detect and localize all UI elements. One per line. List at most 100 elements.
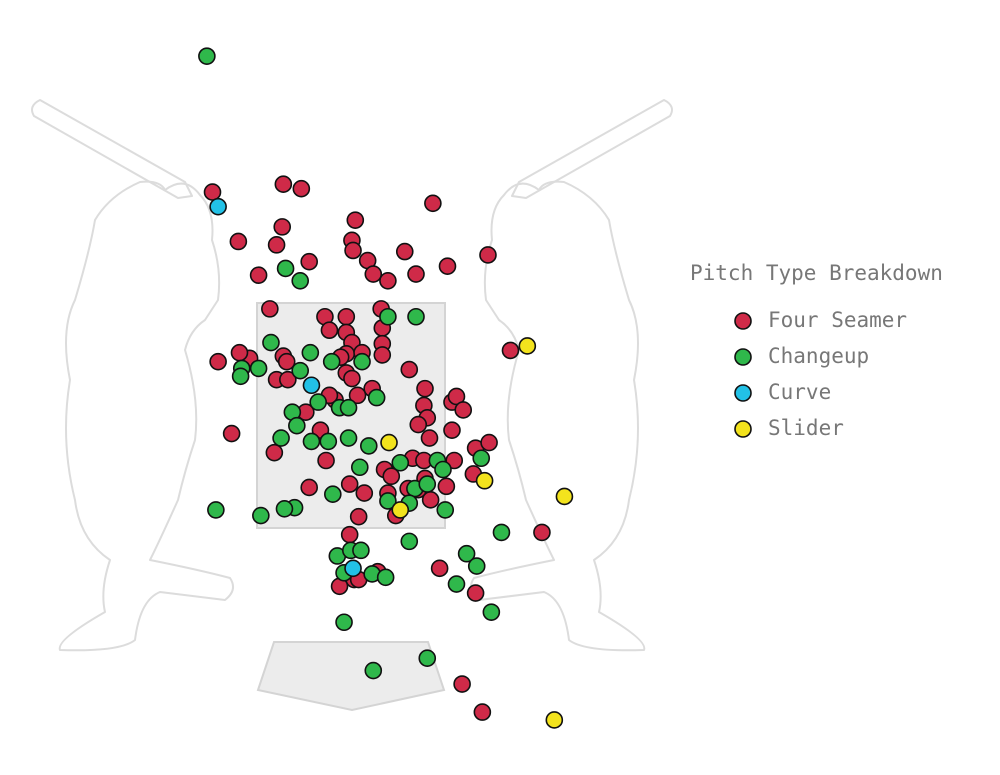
- pitch-point: [198, 47, 216, 65]
- pitch-point: [292, 179, 311, 198]
- pitch-point: [457, 544, 476, 563]
- pitch-point: [418, 649, 437, 667]
- pitch-point: [416, 379, 434, 398]
- pitch-point: [437, 477, 456, 496]
- pitch-point: [275, 500, 294, 518]
- pitch-point: [349, 507, 368, 526]
- pitch-point: [317, 451, 335, 470]
- pitch-point: [276, 259, 295, 278]
- pitch-point: [501, 341, 520, 360]
- pitch-point: [391, 501, 410, 519]
- pitch-point: [400, 532, 419, 551]
- pitch-point: [436, 501, 455, 519]
- pitch-point: [418, 475, 437, 493]
- pitch-point: [301, 343, 320, 362]
- pitch-point: [395, 242, 414, 261]
- pitch-point: [249, 266, 268, 284]
- pitch-point: [453, 675, 471, 693]
- pitch-point: [277, 352, 296, 371]
- pitch-point: [434, 460, 452, 479]
- pitch-point: [480, 433, 498, 452]
- pitch-point: [518, 337, 537, 355]
- pitch-point: [337, 307, 356, 326]
- pitch-point: [545, 711, 564, 729]
- right-batter: [469, 99, 673, 652]
- pitch-point: [391, 453, 410, 472]
- pitch-point: [409, 415, 428, 434]
- pitch-point: [322, 352, 341, 371]
- pitch-point: [265, 443, 284, 462]
- pitch-point: [373, 346, 392, 364]
- pitch-point: [207, 501, 225, 519]
- pitch-point: [344, 241, 362, 260]
- pitch-point: [249, 359, 268, 378]
- pitch-point: [379, 492, 397, 510]
- pitch-point: [353, 352, 371, 371]
- pitch-point: [291, 271, 310, 290]
- pitch-point: [252, 506, 270, 525]
- pitch-point: [346, 211, 365, 229]
- pitch-point: [376, 568, 395, 587]
- pitch-point: [355, 484, 374, 502]
- pitch-point: [274, 175, 293, 194]
- pitch-point: [479, 246, 497, 264]
- pitch-point: [302, 432, 321, 451]
- legend-marker: [734, 348, 752, 366]
- pitch-point: [475, 471, 494, 490]
- left-batter: [31, 99, 235, 652]
- legend-marker: [734, 420, 752, 438]
- pitch-point: [335, 613, 353, 632]
- pitch-point: [230, 343, 249, 362]
- pitch-point: [380, 433, 398, 452]
- pitch-point: [300, 252, 318, 271]
- legend-title: Pitch Type Breakdown: [690, 261, 943, 285]
- pitch-point: [379, 271, 397, 290]
- pitch-point: [319, 432, 338, 451]
- pitch-point: [231, 367, 250, 386]
- pitch-point: [339, 398, 358, 417]
- pitch-point: [533, 523, 551, 542]
- pitch-point: [359, 437, 378, 455]
- pitch-point: [262, 333, 280, 352]
- pitch-point: [273, 218, 292, 236]
- pitch-point: [379, 307, 397, 326]
- pitch-point: [443, 421, 461, 439]
- pitch-point: [352, 541, 370, 560]
- home-plate: [256, 641, 446, 712]
- legend-label: Four Seamer: [768, 308, 907, 332]
- legend-label: Slider: [768, 416, 844, 440]
- pitch-point: [267, 236, 286, 254]
- pitch-point: [324, 485, 342, 504]
- pitch-point: [407, 265, 425, 283]
- pitch-point: [291, 361, 310, 380]
- legend-label: Curve: [768, 380, 831, 404]
- pitch-point: [320, 321, 339, 340]
- legend-marker: [734, 384, 752, 402]
- pitch-point: [555, 487, 574, 506]
- pitch-point: [344, 559, 362, 578]
- pitch-point: [209, 197, 227, 216]
- pitch-point: [454, 401, 473, 419]
- pitch-point: [302, 376, 321, 395]
- pitch-point: [340, 475, 359, 493]
- pitch-point: [229, 232, 248, 251]
- pitch-point: [407, 307, 425, 326]
- pitch-point: [279, 370, 297, 389]
- pitch-point: [492, 523, 511, 542]
- legend-label: Changeup: [768, 344, 869, 368]
- pitch-point: [447, 575, 466, 593]
- legend: Four Seamer Changeup Curve Slider: [734, 308, 907, 440]
- pitch-point: [466, 584, 485, 602]
- pitch-point: [421, 491, 440, 509]
- pitch-point: [472, 449, 491, 468]
- pitch-point: [364, 265, 383, 283]
- pitch-point: [343, 369, 361, 388]
- pitch-point: [339, 429, 358, 447]
- pitch-point: [203, 183, 222, 201]
- pitch-point: [350, 458, 369, 477]
- pitch-point: [209, 352, 227, 371]
- pitch-point: [261, 300, 279, 318]
- pitch-point: [364, 661, 383, 680]
- pitch-point: [222, 424, 241, 443]
